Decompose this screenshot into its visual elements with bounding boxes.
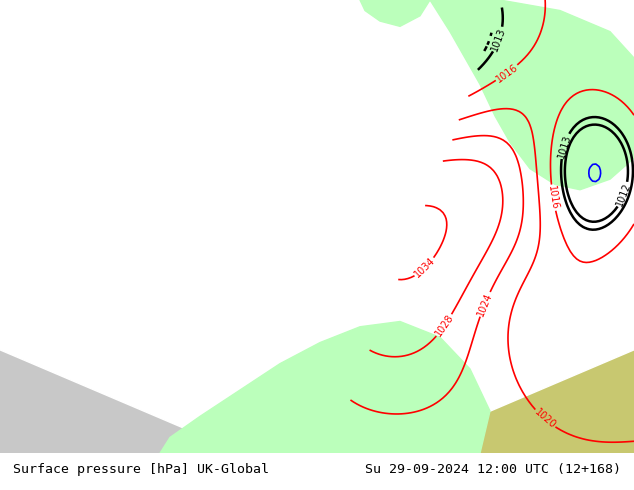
Text: 1034: 1034 (413, 256, 437, 280)
Text: 1013: 1013 (556, 133, 573, 159)
Polygon shape (0, 0, 120, 169)
Text: 1016: 1016 (547, 185, 560, 211)
Text: 1028: 1028 (433, 313, 456, 339)
Text: 1024: 1024 (476, 291, 494, 318)
Text: 1016: 1016 (494, 62, 520, 84)
Polygon shape (310, 264, 634, 453)
Text: 1013: 1013 (490, 26, 508, 53)
Text: Su 29-09-2024 12:00 UTC (12+168): Su 29-09-2024 12:00 UTC (12+168) (365, 463, 621, 476)
Polygon shape (430, 0, 634, 190)
Polygon shape (290, 0, 634, 453)
Polygon shape (360, 0, 430, 26)
Text: 1020: 1020 (532, 407, 557, 431)
Text: Surface pressure [hPa] UK-Global: Surface pressure [hPa] UK-Global (13, 463, 269, 476)
Polygon shape (160, 321, 490, 453)
Polygon shape (0, 0, 634, 453)
Polygon shape (0, 0, 80, 179)
Polygon shape (0, 0, 160, 53)
Text: 1012: 1012 (614, 181, 633, 208)
